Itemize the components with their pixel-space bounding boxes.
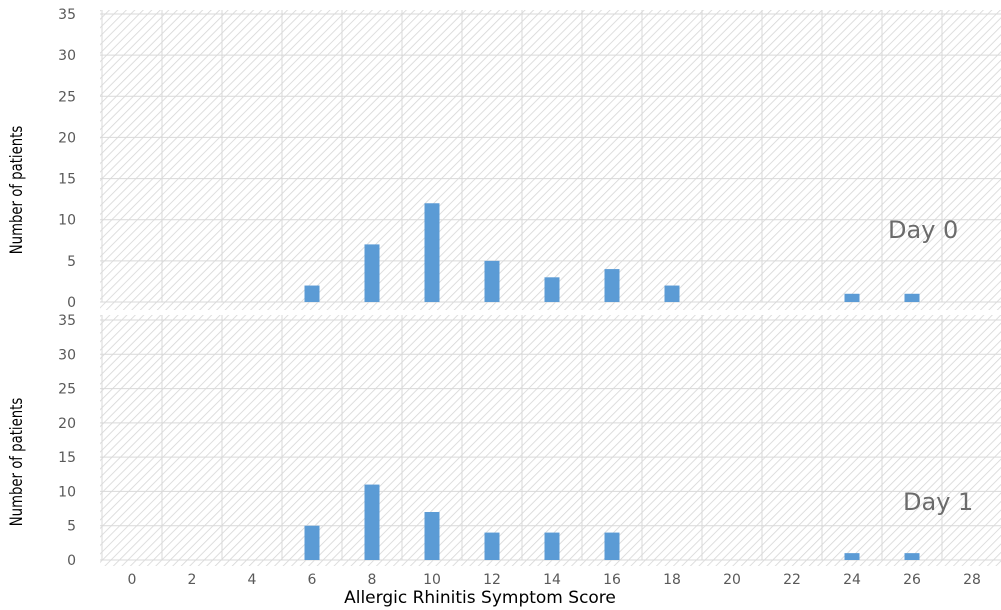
x-tick-label: 4	[248, 572, 257, 588]
bar-score-12	[484, 532, 500, 560]
day-0-panel: 0 5 10 15 20 25 30 35 Number of patients Day 0	[6, 7, 1001, 311]
y-tick-label: 10	[58, 213, 76, 229]
bar-score-24	[844, 293, 860, 302]
y-axis-title: Number of patients	[6, 126, 26, 255]
bar-score-8	[364, 484, 380, 560]
x-tick-label: 10	[423, 572, 441, 588]
x-tick-label: 0	[128, 572, 137, 588]
x-tick-label: 28	[963, 572, 981, 588]
x-axis-title: Allergic Rhinitis Symptom Score	[344, 588, 616, 608]
bar-score-14	[544, 277, 560, 302]
x-tick-label: 16	[603, 572, 621, 588]
bar-score-10	[424, 512, 440, 560]
y-tick-label: 15	[58, 450, 76, 466]
x-tick-label: 14	[543, 572, 561, 588]
y-tick-label: 5	[67, 519, 76, 535]
x-tick-label: 12	[483, 572, 501, 588]
y-tick-label: 20	[58, 130, 76, 146]
bar-score-16	[604, 532, 620, 560]
x-tick-label: 20	[723, 572, 741, 588]
y-tick-label: 35	[58, 7, 76, 23]
bar-score-8	[364, 244, 380, 302]
y-axis-title: Number of patients	[6, 398, 26, 527]
x-tick-label: 2	[188, 572, 197, 588]
x-tick-label: 6	[308, 572, 317, 588]
bar-score-6	[304, 525, 320, 560]
bar-score-6	[304, 285, 320, 302]
y-tick-label: 0	[67, 553, 76, 569]
y-tick-label: 30	[58, 347, 76, 363]
plot-background	[100, 315, 1001, 566]
day-annotation: Day 0	[888, 216, 958, 244]
y-tick-label: 20	[58, 416, 76, 432]
bar-score-12	[484, 260, 500, 302]
bar-score-10	[424, 203, 440, 302]
y-tick-label: 35	[58, 313, 76, 329]
x-tick-label: 24	[843, 572, 861, 588]
y-tick-label: 30	[58, 48, 76, 64]
y-tick-label: 25	[58, 89, 76, 105]
x-tick-label: 18	[663, 572, 681, 588]
y-tick-label: 25	[58, 382, 76, 398]
bar-score-18	[664, 285, 680, 302]
bar-score-26	[904, 293, 920, 302]
bar-score-16	[604, 269, 620, 302]
bar-score-14	[544, 532, 560, 560]
bar-score-26	[904, 553, 920, 560]
x-tick-label: 8	[368, 572, 377, 588]
x-tick-label: 26	[903, 572, 921, 588]
y-tick-label: 10	[58, 484, 76, 500]
bar-score-24	[844, 553, 860, 560]
x-tick-label: 22	[783, 572, 801, 588]
y-tick-label: 15	[58, 172, 76, 188]
y-tick-label: 0	[67, 295, 76, 311]
y-tick-label: 5	[67, 254, 76, 270]
plot-background	[100, 10, 1001, 310]
day-annotation: Day 1	[903, 488, 973, 516]
